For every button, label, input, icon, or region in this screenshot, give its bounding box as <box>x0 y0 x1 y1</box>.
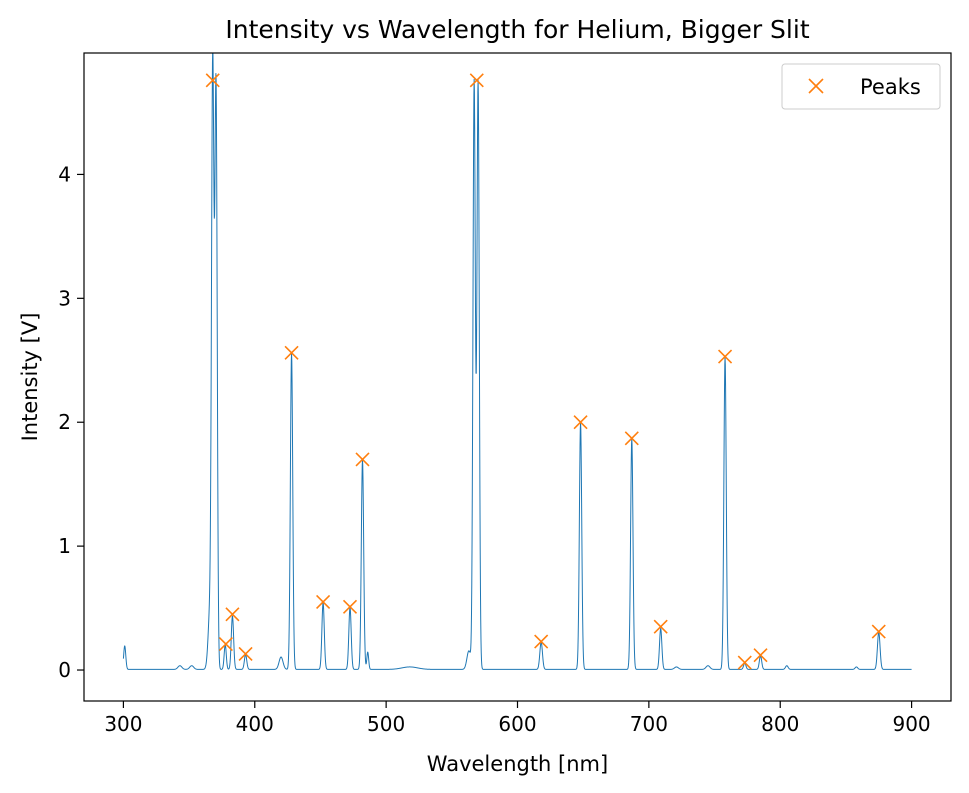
y-tick-label: 2 <box>58 410 71 434</box>
peak-marker <box>316 594 331 609</box>
peak-marker <box>238 646 253 661</box>
peak-marker <box>284 345 299 360</box>
chart-title: Intensity vs Wavelength for Helium, Bigg… <box>225 15 809 44</box>
y-tick-label: 4 <box>58 162 71 186</box>
peak-marker <box>205 73 220 88</box>
x-tick-label: 500 <box>367 712 405 736</box>
legend-box <box>781 63 941 110</box>
x-tick-label: 800 <box>761 712 799 736</box>
y-tick-label: 3 <box>58 286 71 310</box>
spectrum-line <box>122 53 912 670</box>
peak-marker <box>573 415 588 430</box>
x-tick-label: 900 <box>892 712 930 736</box>
peak-marker <box>218 636 233 652</box>
peak-marker <box>624 431 639 446</box>
peak-marker <box>534 634 549 649</box>
peak-marker <box>653 619 668 634</box>
x-tick-label: 300 <box>104 712 142 736</box>
peak-marker <box>717 349 733 364</box>
y-tick-label: 1 <box>58 534 71 558</box>
peak-marker <box>355 452 370 467</box>
peak-marker <box>737 655 752 670</box>
x-tick-label: 700 <box>630 712 668 736</box>
x-tick-label: 600 <box>498 712 536 736</box>
y-tick-label: 0 <box>58 658 71 682</box>
legend-marker-peaks <box>808 78 824 94</box>
x-axis-label: Wavelength [nm] <box>427 752 608 776</box>
peak-marker <box>753 648 768 663</box>
peak-marker <box>225 607 240 622</box>
peak-marker <box>469 73 484 88</box>
plot-area <box>84 53 951 701</box>
x-tick-label: 400 <box>236 712 274 736</box>
legend: Peaks <box>781 63 941 110</box>
plot-frame <box>83 52 952 702</box>
peak-marker <box>871 624 886 639</box>
peak-marker <box>342 599 358 614</box>
y-axis-label: Intensity [V] <box>18 313 42 442</box>
legend-label-peaks: Peaks <box>860 75 921 99</box>
